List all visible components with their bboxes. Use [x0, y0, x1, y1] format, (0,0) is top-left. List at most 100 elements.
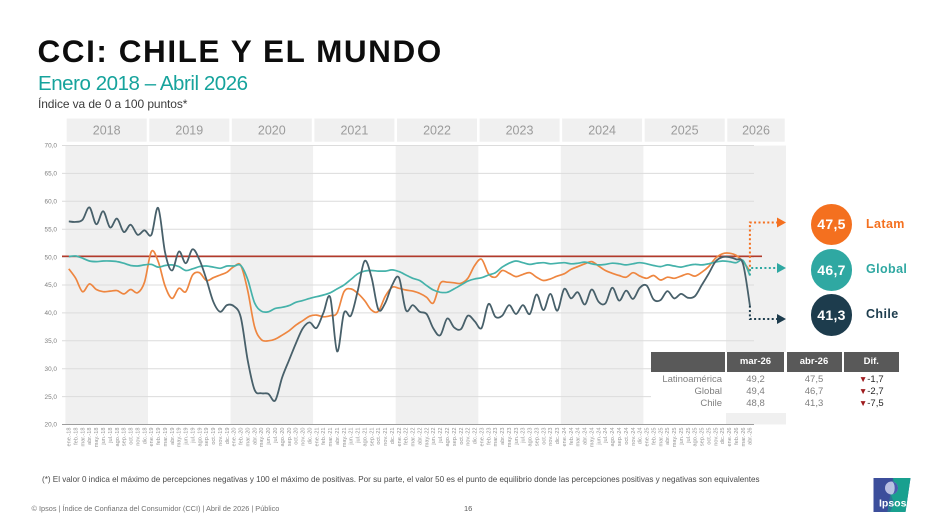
svg-text:mar.-19: mar.-19: [163, 428, 169, 447]
svg-text:2018: 2018: [93, 124, 121, 138]
svg-text:sep.-23: sep.-23: [534, 428, 540, 447]
svg-text:may.-20: may.-20: [259, 428, 265, 448]
svg-text:mar.-25: mar.-25: [658, 428, 664, 447]
svg-text:mar.-24: mar.-24: [576, 428, 582, 447]
svg-text:nov.-20: nov.-20: [301, 428, 307, 446]
svg-text:40,0: 40,0: [45, 310, 58, 317]
svg-text:oct.-21: oct.-21: [376, 428, 382, 445]
svg-text:2024: 2024: [588, 124, 616, 138]
svg-text:dic.-24: dic.-24: [638, 428, 644, 445]
svg-text:abr.-26: abr.-26: [748, 428, 754, 445]
svg-text:ene.-22: ene.-22: [397, 428, 403, 447]
svg-text:sep.-21: sep.-21: [369, 428, 375, 447]
svg-text:abr.-23: abr.-23: [500, 428, 506, 445]
svg-text:abr.-21: abr.-21: [335, 428, 341, 445]
svg-text:nov.-18: nov.-18: [135, 428, 141, 446]
svg-text:ago.-23: ago.-23: [528, 428, 534, 447]
svg-text:sep.-18: sep.-18: [122, 428, 128, 447]
svg-text:2020: 2020: [258, 124, 286, 138]
svg-text:ene.-18: ene.-18: [67, 428, 73, 447]
svg-text:jul.-25: jul.-25: [686, 428, 692, 444]
svg-text:30,0: 30,0: [45, 366, 58, 373]
svg-text:mar.-23: mar.-23: [493, 428, 499, 447]
svg-text:2021: 2021: [340, 124, 368, 138]
svg-text:may.-23: may.-23: [507, 428, 513, 448]
svg-text:jul.-22: jul.-22: [438, 428, 444, 444]
svg-text:45,0: 45,0: [45, 282, 58, 289]
svg-text:mar.-26: mar.-26: [741, 428, 747, 447]
svg-text:65,0: 65,0: [45, 171, 58, 178]
svg-text:abr.-22: abr.-22: [418, 428, 424, 445]
svg-text:sep.-19: sep.-19: [204, 428, 210, 447]
svg-text:ene.-19: ene.-19: [149, 428, 155, 447]
svg-text:nov.-24: nov.-24: [631, 428, 637, 446]
svg-text:jul.-18: jul.-18: [108, 428, 114, 444]
svg-text:sep.-24: sep.-24: [617, 428, 623, 447]
svg-text:ago.-25: ago.-25: [693, 428, 699, 447]
svg-text:jul.-24: jul.-24: [603, 428, 609, 444]
svg-text:may.-22: may.-22: [424, 428, 430, 448]
svg-text:2025: 2025: [671, 124, 699, 138]
svg-text:sep.-22: sep.-22: [452, 428, 458, 447]
svg-text:abr.-25: abr.-25: [665, 428, 671, 445]
svg-text:oct.-18: oct.-18: [129, 428, 135, 445]
svg-text:60,0: 60,0: [45, 199, 58, 206]
svg-text:abr.-19: abr.-19: [170, 428, 176, 445]
svg-text:oct.-25: oct.-25: [706, 428, 712, 445]
svg-text:dic.-21: dic.-21: [390, 428, 396, 445]
svg-text:nov.-25: nov.-25: [713, 428, 719, 446]
svg-text:2019: 2019: [175, 124, 203, 138]
svg-text:feb.-20: feb.-20: [239, 428, 245, 445]
svg-text:may.-24: may.-24: [590, 428, 596, 448]
svg-text:jun.-23: jun.-23: [514, 428, 520, 446]
svg-text:dic.-25: dic.-25: [720, 428, 726, 445]
svg-text:ago.-18: ago.-18: [115, 428, 121, 447]
svg-text:ene.-23: ene.-23: [479, 428, 485, 447]
svg-text:feb.-23: feb.-23: [486, 428, 492, 445]
svg-text:20,0: 20,0: [45, 422, 58, 429]
svg-text:dic.-19: dic.-19: [225, 428, 231, 445]
svg-text:jun.-18: jun.-18: [101, 428, 107, 446]
svg-text:abr.-20: abr.-20: [252, 428, 258, 445]
svg-text:sep.-20: sep.-20: [287, 428, 293, 447]
svg-text:jun.-19: jun.-19: [184, 428, 190, 446]
svg-text:nov.-19: nov.-19: [218, 428, 224, 446]
svg-text:50,0: 50,0: [45, 254, 58, 261]
svg-text:nov.-21: nov.-21: [383, 428, 389, 446]
svg-text:25,0: 25,0: [45, 394, 58, 401]
svg-text:jun.-24: jun.-24: [596, 428, 602, 446]
svg-text:oct.-22: oct.-22: [459, 428, 465, 445]
svg-text:70,0: 70,0: [45, 143, 58, 150]
svg-text:dic.-20: dic.-20: [307, 428, 313, 445]
svg-text:may.-25: may.-25: [672, 428, 678, 448]
svg-text:jul.-23: jul.-23: [521, 428, 527, 444]
svg-text:mar.-22: mar.-22: [411, 428, 417, 447]
svg-text:mar.-20: mar.-20: [246, 428, 252, 447]
svg-text:may.-21: may.-21: [342, 428, 348, 448]
svg-text:jul.-20: jul.-20: [273, 428, 279, 444]
svg-text:55,0: 55,0: [45, 226, 58, 233]
svg-text:ene.-21: ene.-21: [314, 428, 320, 447]
svg-text:sep.-25: sep.-25: [700, 428, 706, 447]
svg-text:feb.-26: feb.-26: [734, 428, 740, 445]
svg-text:jun.-22: jun.-22: [431, 428, 437, 446]
svg-text:Ipsos: Ipsos: [879, 498, 907, 510]
svg-text:ene.-25: ene.-25: [645, 428, 651, 447]
svg-text:dic.-23: dic.-23: [555, 428, 561, 445]
svg-text:jun.-20: jun.-20: [266, 428, 272, 446]
svg-text:nov.-22: nov.-22: [466, 428, 472, 446]
svg-text:dic.-22: dic.-22: [473, 428, 479, 445]
svg-text:ago.-19: ago.-19: [197, 428, 203, 447]
svg-text:feb.-22: feb.-22: [404, 428, 410, 445]
svg-text:jul.-21: jul.-21: [356, 428, 362, 444]
svg-text:oct.-24: oct.-24: [624, 428, 630, 445]
svg-text:oct.-20: oct.-20: [294, 428, 300, 445]
svg-text:ago.-22: ago.-22: [445, 428, 451, 447]
svg-text:2023: 2023: [506, 124, 534, 138]
svg-text:35,0: 35,0: [45, 338, 58, 345]
svg-text:ene.-26: ene.-26: [727, 428, 733, 447]
svg-text:dic.-18: dic.-18: [142, 428, 148, 445]
svg-text:oct.-23: oct.-23: [541, 428, 547, 445]
svg-text:mar.-21: mar.-21: [328, 428, 334, 447]
svg-text:feb.-24: feb.-24: [569, 428, 575, 445]
